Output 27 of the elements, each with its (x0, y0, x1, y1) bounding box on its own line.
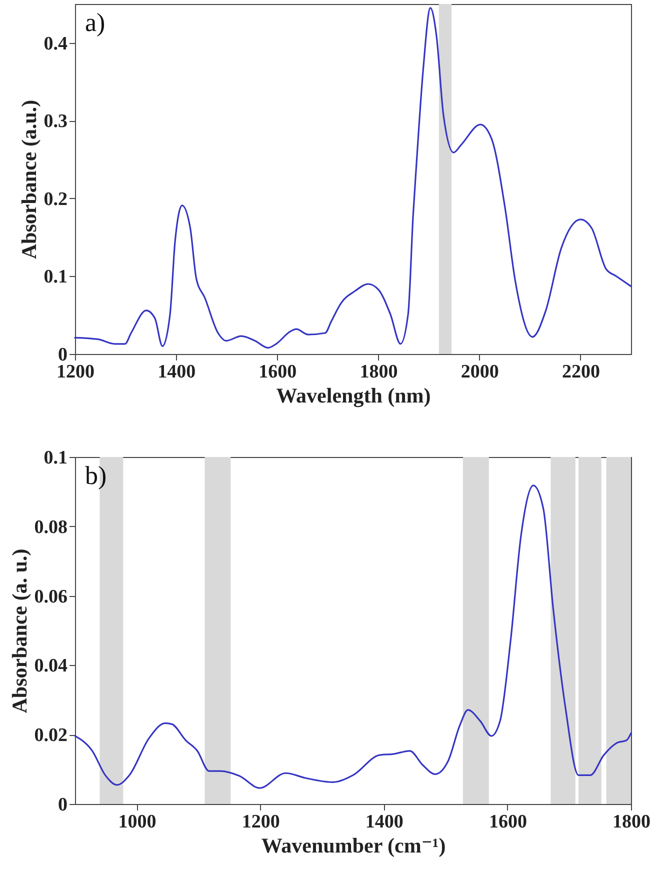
y-tick-label: 0.08 (34, 516, 68, 538)
x-tick-label: 1800 (360, 362, 398, 382)
y-axis-title: Absorbance (a. u.) (7, 548, 32, 714)
y-tick-label: 0.04 (34, 656, 68, 677)
x-tick-label: 1000 (118, 812, 156, 832)
x-tick-label: 1400 (158, 362, 196, 382)
x-axis-title: Wavelength (nm) (276, 384, 431, 408)
y-tick-label: 0.4 (44, 33, 68, 54)
y-tick-label: 0.06 (34, 586, 68, 608)
x-tick-label: 2200 (562, 362, 600, 382)
y-tick-label: 0.3 (44, 111, 68, 132)
x-axis-title: Wavenumber (cm⁻¹) (261, 834, 446, 858)
y-tick-label: 0.1 (44, 448, 68, 468)
y-tick-label: 0.2 (44, 188, 68, 210)
y-tick-label: 0.02 (34, 725, 68, 746)
annotation: a) (85, 8, 106, 37)
x-tick-label: 1800 (612, 812, 650, 832)
x-tick-label: 1600 (258, 362, 297, 382)
y-tick-label: 0 (58, 794, 68, 816)
y-axis-title: Absorbance (a.u.) (16, 100, 41, 260)
x-tick-label: 1200 (242, 812, 280, 832)
x-tick-label: 2000 (460, 362, 499, 382)
annotation: b) (85, 461, 107, 490)
line-series (74, 7, 632, 349)
x-tick-label: 1400 (365, 812, 404, 832)
y-tick-label: 0.1 (44, 266, 68, 288)
x-tick-label: 1600 (488, 812, 527, 832)
